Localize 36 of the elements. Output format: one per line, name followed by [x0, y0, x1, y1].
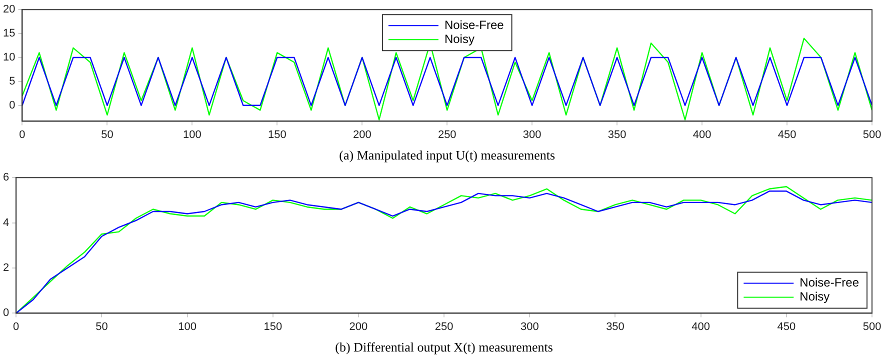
x-tick-label: 350	[606, 320, 624, 333]
x-tick-label: 450	[777, 320, 796, 333]
x-tick-label: 50	[96, 320, 108, 333]
y-tick-label: 0	[2, 307, 10, 320]
x-tick-label: 500	[862, 128, 882, 141]
legend-label: Noisy	[800, 290, 830, 304]
x-tick-label: 350	[608, 128, 626, 141]
y-tick-label: 20	[2, 4, 16, 16]
y-tick-label: 6	[2, 172, 10, 184]
x-tick-label: 100	[183, 128, 202, 141]
x-axis-title: (a) Manipulated input U(t) measurements	[339, 148, 556, 163]
x-tick-label: 500	[862, 320, 882, 333]
x-tick-label: 250	[434, 320, 454, 333]
y-tick-label: 10	[2, 52, 16, 64]
x-axis-title: (b) Differential output X(t) measurements	[335, 340, 553, 355]
legend-label: Noise-Free	[800, 276, 860, 290]
y-tick-label: 5	[9, 75, 16, 88]
legend-label: Noisy	[444, 32, 474, 46]
x-tick-label: 400	[692, 320, 710, 333]
x-tick-label: 300	[522, 128, 542, 141]
x-tick-label: 250	[438, 128, 456, 141]
x-tick-label: 450	[778, 128, 796, 141]
y-tick-label: 15	[2, 28, 16, 40]
x-tick-label: 200	[349, 320, 368, 333]
x-tick-label: 150	[264, 320, 282, 333]
y-tick-label: 2	[2, 262, 10, 274]
x-tick-label: 150	[268, 128, 286, 141]
x-tick-label: 400	[692, 128, 712, 141]
x-tick-label: 50	[101, 128, 114, 141]
x-tick-label: 100	[178, 320, 196, 333]
x-tick-label: 300	[520, 320, 539, 333]
x-tick-label: 0	[19, 128, 26, 141]
y-tick-label: 0	[9, 99, 16, 112]
y-tick-label: 4	[2, 216, 10, 229]
legend-label: Noise-Free	[444, 18, 504, 32]
x-tick-label: 200	[352, 128, 372, 141]
